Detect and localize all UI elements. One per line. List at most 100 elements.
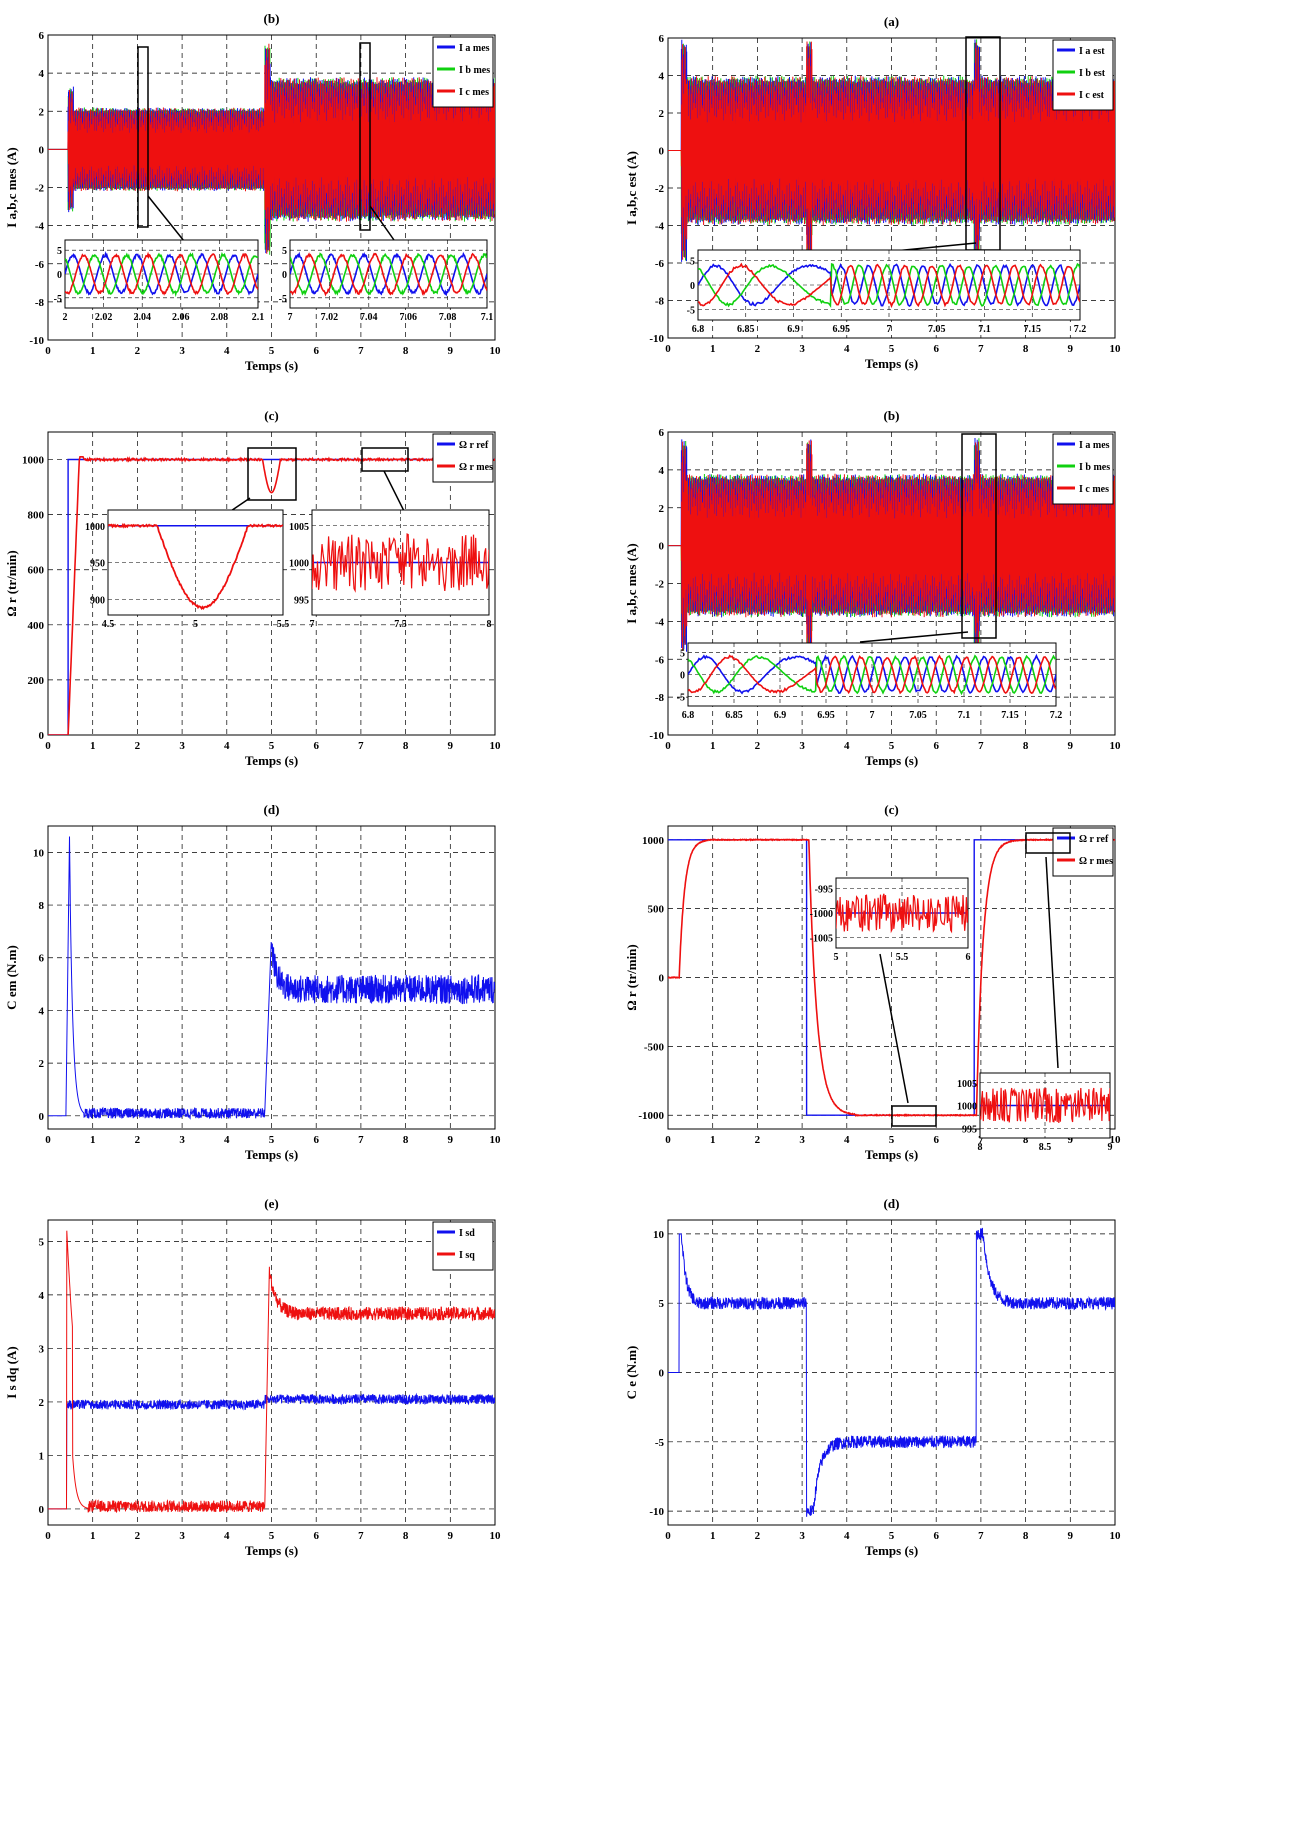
y-tick-label: 0: [39, 1504, 45, 1516]
x-tick-label: 1: [90, 1530, 96, 1542]
inset-y-tick: 0: [690, 281, 695, 292]
series-mes: [48, 455, 495, 735]
y-tick-label: 0: [659, 973, 665, 985]
inset: 7 7.5 8 1005 1000 995: [289, 509, 492, 630]
inset-x-tick: 7.04: [360, 312, 378, 323]
zoom-box: [1025, 832, 1071, 854]
legend-entry: I b mes: [1079, 462, 1110, 473]
legend: I a mes I b mes I c mes: [1052, 433, 1114, 505]
y-tick-label: 200: [28, 675, 45, 687]
inset-series: [698, 262, 1080, 309]
zoom-box: [361, 447, 409, 472]
x-tick-label: 0: [665, 740, 671, 752]
inset-mes: [108, 522, 283, 611]
chart-R-b: (b) 0 1 2 3 4 5 6 7 8 9 10 -10 -8 -6 -4 -2 0 2 4 6 Temps (s) I…: [624, 408, 1121, 768]
chart-L-c: (c) 0 1 2 3 4 5 6 7 8 9 10 0 200 400 600 800 1000 Temps (s…: [4, 408, 501, 768]
x-tick-label: 4: [844, 343, 850, 355]
zoom-arrow: [147, 195, 185, 242]
y-tick-label: 0: [39, 144, 45, 156]
inset-x-tick: 5.5: [277, 619, 290, 630]
legend-entry: Ω r ref: [1079, 834, 1109, 845]
legend-entry: I a est: [1079, 46, 1105, 57]
inset-y-tick: 1005: [957, 1079, 977, 1090]
x-tick-label: 7: [978, 1134, 984, 1146]
x-tick-label: 7: [978, 343, 984, 355]
inset-x-tick: 8: [978, 1142, 983, 1153]
x-tick-label: 2: [755, 1530, 761, 1542]
y-tick-label: -2: [655, 183, 665, 195]
inset-x-tick: 6.85: [737, 324, 755, 335]
y-tick-label: -4: [35, 221, 45, 233]
inset-x-tick: 7.06: [399, 312, 417, 323]
inset-y-tick: 0: [57, 270, 62, 281]
inset-x-tick: 2.06: [172, 312, 190, 323]
y-tick-label: 1000: [642, 835, 665, 847]
inset-y-tick: -5: [677, 693, 685, 704]
x-axis-label: Temps (s): [245, 1543, 298, 1558]
panel-label: (d): [884, 1196, 900, 1211]
y-tick-label: 3: [39, 1343, 45, 1355]
chart-R-d: (d) 0 1 2 3 4 5 6 7 8 9 10 -10 -5 0 5 10 Temps (s) C e (N.…: [624, 1196, 1121, 1558]
x-tick-label: 8: [403, 1134, 409, 1146]
x-tick-label: 3: [799, 1134, 805, 1146]
y-tick-label: -2: [35, 183, 45, 195]
y-tick-label: 1000: [22, 455, 45, 467]
x-tick-label: 4: [224, 1530, 230, 1542]
inset-x-tick: 7.1: [958, 710, 971, 721]
x-tick-label: 2: [755, 343, 761, 355]
y-axis-label: C em (N.m): [4, 945, 19, 1010]
y-tick-label: -6: [655, 258, 665, 270]
x-tick-label: 0: [665, 1134, 671, 1146]
x-tick-label: 5: [269, 740, 275, 752]
y-axis-label: C e (N.m): [624, 1346, 639, 1400]
legend-box: [432, 1221, 494, 1271]
inset-x-tick: 7.5: [394, 619, 407, 630]
panel-label: (c): [884, 802, 898, 817]
x-tick-label: 6: [933, 1530, 939, 1542]
x-tick-label: 10: [1110, 1134, 1122, 1146]
panel-label: (b): [884, 408, 900, 423]
x-tick-label: 1: [90, 345, 96, 357]
series-group: [48, 1230, 495, 1514]
series-group: [48, 455, 495, 735]
x-tick-label: 9: [448, 1134, 454, 1146]
series-isd: [48, 1392, 495, 1510]
x-tick-label: 9: [1068, 1134, 1074, 1146]
series-torque: [48, 836, 495, 1120]
series-group: [668, 39, 1115, 263]
x-tick-label: 10: [1110, 1530, 1122, 1542]
x-tick-label: 0: [665, 1530, 671, 1542]
x-tick-label: 3: [799, 343, 805, 355]
x-tick-label: 2: [755, 740, 761, 752]
x-tick-label: 6: [313, 740, 319, 752]
inset-y-tick: 5: [282, 246, 287, 257]
x-axis-label: Temps (s): [865, 1147, 918, 1162]
x-axis-label: Temps (s): [865, 1543, 918, 1558]
x-tick-label: 1: [710, 1134, 716, 1146]
chart-R-a: (a) 0 1 2 3 4 5 6 7 8 9 10 -10 -8 -6 -4 -2 0 2 4 6 Temps (s) I…: [624, 14, 1121, 371]
x-tick-label: 1: [710, 343, 716, 355]
inset-y-tick: -5: [54, 294, 62, 305]
inset: 2 2.02 2.04 2.06 2.08 2.1 5 0 -5: [54, 239, 264, 323]
x-tick-label: 6: [933, 1134, 939, 1146]
inset-series: [688, 653, 1056, 695]
inset-y-tick: 1000: [957, 1102, 977, 1113]
x-tick-label: 2: [755, 1134, 761, 1146]
y-tick-label: 6: [39, 30, 45, 42]
y-axis-label: Ω r (tr/min): [624, 944, 639, 1011]
inset-series: [290, 251, 487, 297]
y-tick-label: 4: [39, 68, 45, 80]
inset-x-tick: 7.02: [321, 312, 339, 323]
inset-x-tick: 5: [834, 952, 839, 963]
inset-series: [688, 654, 1056, 695]
inset-x-tick: 6.9: [787, 324, 800, 335]
y-tick-label: 5: [659, 1298, 665, 1310]
y-tick-label: 4: [39, 1290, 45, 1302]
y-tick-label: -6: [35, 259, 45, 271]
legend-entry: I c mes: [1079, 484, 1109, 495]
inset: 6.8 6.85 6.9 6.95 7 7.05 7.1 7.15 7.2 5 0 -5: [687, 249, 1086, 335]
x-axis-label: Temps (s): [245, 1147, 298, 1162]
zoom-arrow: [369, 205, 395, 241]
inset-x-tick: 7.15: [1001, 710, 1019, 721]
